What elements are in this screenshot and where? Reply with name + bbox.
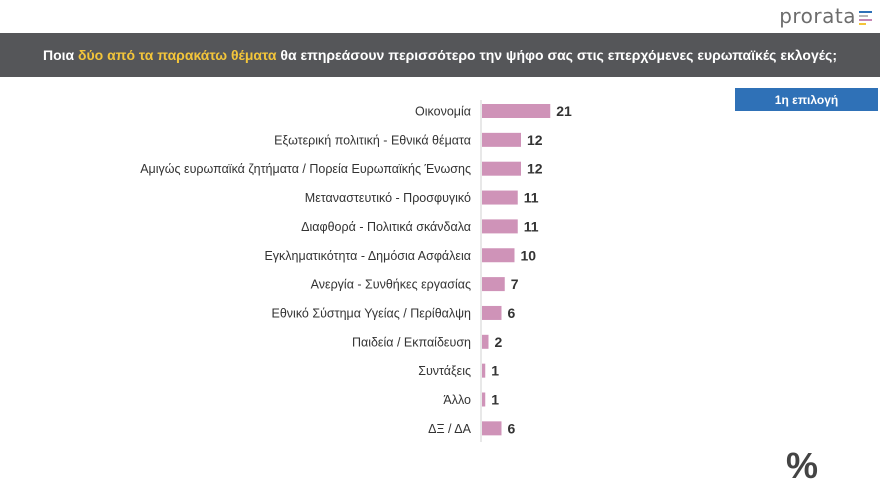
- logo-mark-line: [859, 15, 868, 17]
- bar: [482, 334, 489, 349]
- question-text-pre: Ποια: [42, 47, 79, 63]
- bar-value-label: 1: [491, 363, 499, 379]
- bar-value-label: 2: [495, 334, 503, 350]
- logo-mark-line: [859, 19, 872, 21]
- bar: [482, 305, 502, 320]
- bar-value-label: 10: [521, 247, 537, 263]
- bar: [482, 392, 486, 407]
- bar: [482, 277, 505, 292]
- bar-value-label: 6: [508, 305, 516, 321]
- bar-value-label: 1: [491, 392, 499, 408]
- bar-value-label: 7: [511, 276, 519, 292]
- bar-value-label: 12: [527, 132, 543, 148]
- logo-mark-line: [859, 23, 866, 25]
- category-label: Οικονομία: [415, 105, 471, 119]
- bar-value-label: 6: [508, 420, 516, 436]
- bar-value-label: 11: [524, 218, 539, 234]
- question-text-highlight: δύο από τα παρακάτω θέματα: [78, 47, 277, 63]
- category-label: Αμιγώς ευρωπαϊκά ζητήματα / Πορεία Ευρωπ…: [140, 162, 471, 176]
- question-text-post: θα επηρεάσουν περισσότερο την ψήφο σας σ…: [276, 47, 837, 63]
- bar-value-label: 12: [527, 161, 543, 177]
- prorata-logo: prorata: [779, 4, 872, 28]
- first-choice-badge-label: 1η επιλογή: [774, 92, 839, 107]
- logo-mark-line: [859, 11, 872, 13]
- bar: [482, 219, 518, 234]
- category-label: Παιδεία / Εκπαίδευση: [352, 335, 471, 349]
- category-label: Άλλο: [443, 393, 471, 407]
- bar: [482, 190, 518, 205]
- percent-icon: %: [785, 445, 818, 486]
- logo-mark-icon: [859, 11, 872, 25]
- logo-text: prorata: [779, 4, 856, 28]
- category-label: ΔΞ / ΔΑ: [428, 422, 472, 436]
- bar: [482, 104, 551, 118]
- category-label: Συντάξεις: [418, 364, 471, 378]
- category-label: Μεταναστευτικό - Προσφυγικό: [305, 191, 471, 205]
- bar: [482, 421, 502, 436]
- first-choice-badge: 1η επιλογή: [735, 88, 878, 111]
- category-label: Εγκληματικότητα - Δημόσια Ασφάλεια: [264, 249, 471, 263]
- bar-value-label: 11: [524, 190, 539, 206]
- bar: [482, 132, 521, 147]
- question-header: Ποια δύο από τα παρακάτω θέματα θα επηρε…: [0, 33, 880, 77]
- category-label: Εθνικό Σύστημα Υγείας / Περίθαλψη: [272, 306, 472, 320]
- bar: [482, 363, 486, 378]
- category-label: Ανεργία - Συνθήκες εργασίας: [311, 278, 471, 292]
- category-label: Εξωτερική πολιτική - Εθνικά θέματα: [274, 133, 471, 147]
- category-label: Διαφθορά - Πολιτικά σκάνδαλα: [301, 220, 471, 234]
- bar-value-label: 21: [556, 103, 572, 119]
- bar: [482, 248, 515, 263]
- bar: [482, 161, 521, 176]
